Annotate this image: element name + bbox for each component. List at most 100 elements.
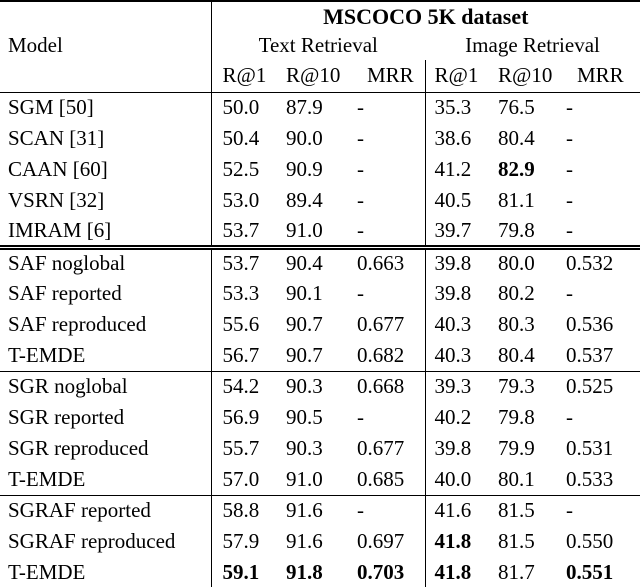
metric-value: 91.6 (286, 529, 323, 553)
metric-value: 90.7 (286, 312, 323, 336)
metric-header-text-mrr: MRR (355, 60, 425, 93)
metric-value: 41.6 (424, 495, 497, 526)
metric-value: 39.3 (424, 371, 497, 402)
metric-value: 57.0 (211, 464, 285, 496)
metric-value: 91.8 (286, 559, 323, 584)
metric-value: - (565, 216, 640, 250)
metric-value: 91.6 (286, 498, 323, 523)
metric-value: 54.2 (222, 374, 260, 399)
table-row: SGR reported 56.9 90.5 - 40.2 79.8 - (0, 402, 640, 433)
metric-value: - (566, 157, 573, 181)
model-name: SGR reported (0, 402, 212, 433)
metric-header-image-mrr: MRR (565, 60, 640, 93)
model-name: IMRAM [6] (0, 216, 212, 250)
metric-value: 90.3 (286, 374, 323, 399)
table-row: SGRAF reported 58.8 91.6 - 41.6 81.5 - (0, 495, 640, 526)
metric-value: 40.5 (424, 185, 497, 216)
metric-value: 40.0 (424, 464, 497, 496)
metric-value: 80.0 (498, 251, 535, 276)
metric-value: 80.4 (497, 340, 565, 372)
table-row: IMRAM [6] 53.7 91.0-39.7 79.8- (0, 216, 640, 250)
table-row: VSRN [32] 53.0 89.4 - 40.5 81.1 - (0, 185, 640, 216)
metric-value: - (357, 498, 364, 523)
model-name: T-EMDE (0, 557, 212, 587)
table-row: SGR reproduced 55.7 90.3 0.677 39.8 79.9 0.531 (0, 433, 640, 464)
metric-value: 53.7 (211, 216, 285, 250)
metric-value: 56.9 (222, 405, 260, 429)
metric-value: 0.533 (565, 464, 640, 496)
metric-header-image-r10: R@10 (497, 60, 565, 93)
metric-value: 39.8 (424, 433, 497, 464)
metric-value: - (355, 216, 425, 250)
metric-value: 0.677 (357, 312, 405, 336)
metric-value: - (566, 126, 573, 150)
metric-value: 81.7 (498, 559, 535, 584)
metric-value: - (357, 281, 364, 305)
metric-value: 38.6 (424, 123, 497, 154)
metric-value: 87.9 (286, 95, 323, 120)
model-name: SGRAF reported (0, 495, 212, 526)
metric-value: 55.6 (222, 312, 260, 336)
model-name: SGR reproduced (0, 433, 212, 464)
metric-header-text-r1: R@1 (211, 60, 285, 93)
metric-value: 0.668 (357, 374, 405, 399)
metric-value: 81.5 (498, 498, 535, 523)
metric-value: 55.7 (222, 436, 260, 460)
metric-value: - (357, 126, 364, 150)
metric-value: 35.3 (424, 92, 497, 123)
model-name: T-EMDE (0, 464, 212, 496)
metric-value: 0.663 (357, 251, 405, 276)
model-name: VSRN [32] (0, 185, 212, 216)
metric-value: 82.9 (498, 157, 535, 181)
metric-value: 80.3 (498, 312, 535, 336)
model-name: SAF noglobal (0, 247, 212, 278)
metric-value: 39.7 (424, 216, 497, 250)
metric-value: 79.8 (498, 405, 535, 429)
metric-value: 0.685 (355, 464, 425, 496)
metric-value: 41.2 (424, 154, 497, 185)
dataset-header: MSCOCO 5K dataset (323, 3, 529, 29)
metric-header-image-r1: R@1 (424, 60, 497, 93)
model-name: SGM [50] (0, 92, 212, 123)
metric-value: 0.703 (357, 559, 405, 584)
metric-value: - (357, 157, 364, 181)
group-header-row: Model Text Retrieval Image Retrieval (0, 31, 640, 60)
metric-value: - (357, 188, 364, 212)
metric-value: 52.5 (222, 157, 260, 181)
metric-value: 53.7 (222, 251, 260, 276)
metric-value: 0.536 (566, 312, 614, 336)
table-row: SCAN [31] 50.4 90.0 - 38.6 80.4 - (0, 123, 640, 154)
metric-value: - (566, 95, 573, 120)
metric-value: 53.0 (222, 188, 260, 212)
metric-value: 59.1 (222, 559, 260, 584)
metric-value: 80.4 (498, 126, 535, 150)
metric-value: - (357, 405, 364, 429)
model-column-header: Model (0, 31, 212, 60)
model-name: SGRAF reproduced (0, 526, 212, 557)
model-name: SAF reproduced (0, 309, 212, 340)
metric-value: - (357, 95, 364, 120)
metric-value: - (566, 405, 573, 429)
metric-value: - (566, 188, 573, 212)
table-row: T-EMDE 56.7 90.7 0.682 40.3 80.4 0.537 (0, 340, 640, 372)
metric-value: 90.3 (286, 436, 323, 460)
metric-value: 81.5 (498, 529, 535, 553)
model-column-spacer (0, 1, 212, 31)
table-row: T-EMDE 59.1 91.8 0.703 41.8 81.7 0.551 (0, 557, 640, 587)
metric-value: 0.551 (566, 559, 614, 584)
metric-value: - (566, 498, 573, 523)
metric-value: 39.8 (424, 247, 497, 278)
metric-value: 89.4 (286, 188, 323, 212)
dataset-header-row: MSCOCO 5K dataset (0, 1, 640, 31)
metric-value: 40.3 (424, 309, 497, 340)
metric-value: 40.3 (424, 340, 497, 372)
table-row: SGM [50] 50.0 87.9 - 35.3 76.5 - (0, 92, 640, 123)
metric-value: 91.0 (285, 216, 355, 250)
metric-value: 0.697 (357, 529, 405, 553)
group-header-text-retrieval: Text Retrieval (258, 33, 378, 57)
metric-value: 50.0 (222, 95, 260, 120)
model-name: SGR noglobal (0, 371, 212, 402)
metric-value: 0.525 (566, 374, 614, 399)
